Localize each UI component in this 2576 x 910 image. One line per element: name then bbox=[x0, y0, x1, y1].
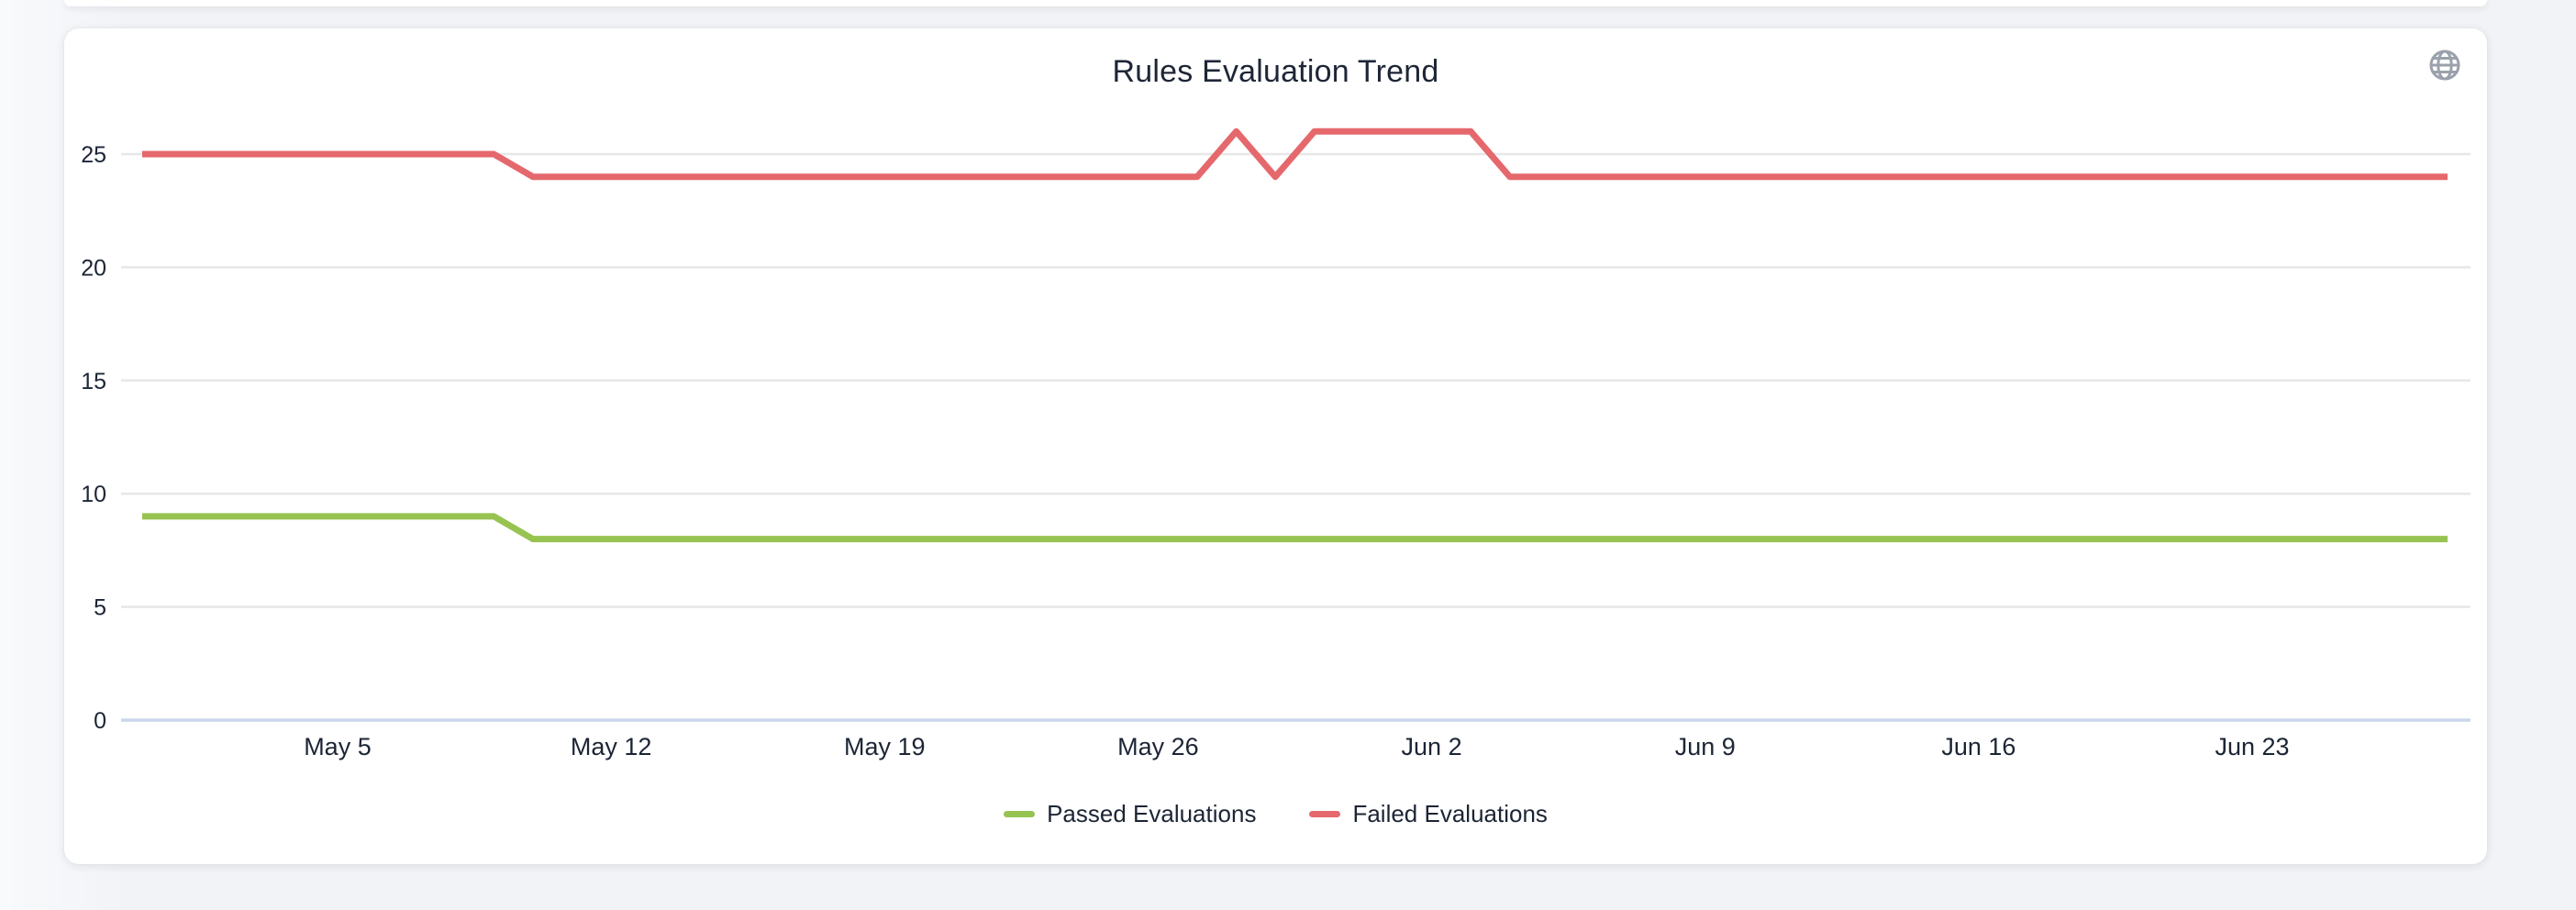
legend-item-passed-evaluations[interactable]: Passed Evaluations bbox=[1004, 800, 1256, 828]
legend-marker bbox=[1004, 810, 1036, 817]
x-tick-label: May 26 bbox=[1117, 733, 1199, 760]
globe-icon-glyph bbox=[2429, 50, 2460, 81]
series-line-passed-evaluations bbox=[142, 513, 2448, 543]
line-chart: 0 5 10 15 20 25 May 5 May 12 May 19 May 26 Jun 2 Ju… bbox=[81, 128, 2471, 760]
y-tick-label: 5 bbox=[94, 595, 106, 621]
x-tick-label: May 12 bbox=[571, 733, 652, 760]
legend-item-failed-evaluations[interactable]: Failed Evaluations bbox=[1309, 799, 1548, 828]
chart-title: Rules Evaluation Trend bbox=[1112, 54, 1439, 89]
x-tick-label: Jun 2 bbox=[1402, 733, 1462, 760]
y-tick-label: 0 bbox=[94, 708, 106, 734]
y-tick-label: 20 bbox=[81, 255, 106, 281]
x-tick-label: May 19 bbox=[844, 733, 926, 760]
x-tick-label: May 5 bbox=[304, 733, 372, 760]
partial-card-above bbox=[64, 0, 2487, 6]
globe-icon[interactable] bbox=[2426, 47, 2463, 83]
x-tick-label: Jun 16 bbox=[1941, 733, 2015, 760]
legend-marker bbox=[1309, 810, 1341, 817]
y-tick-label: 25 bbox=[81, 142, 106, 168]
x-tick-label: Jun 23 bbox=[2215, 733, 2289, 760]
y-tick-label: 15 bbox=[81, 369, 106, 394]
y-tick-label: 10 bbox=[81, 482, 106, 507]
legend-label: Passed Evaluations bbox=[1047, 799, 1257, 827]
chart-legend: Passed Evaluations Failed Evaluations bbox=[64, 795, 2487, 832]
legend-label: Failed Evaluations bbox=[1352, 799, 1548, 827]
x-tick-label: Jun 9 bbox=[1675, 733, 1736, 760]
series-line-failed-evaluations bbox=[142, 128, 2448, 181]
chart-card: Rules Evaluation Trend 0 5 10 15 20 25 May 5 Ma… bbox=[64, 28, 2487, 864]
